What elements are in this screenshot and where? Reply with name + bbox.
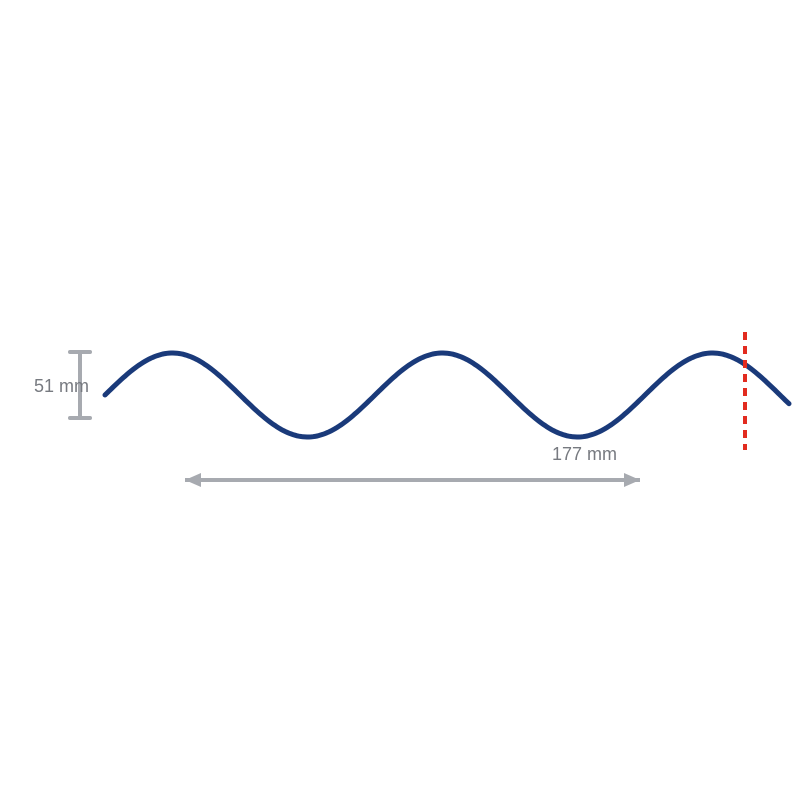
width-indicator: 177 mm bbox=[185, 444, 640, 487]
width-label: 177 mm bbox=[552, 444, 617, 464]
height-indicator: 51 mm bbox=[34, 352, 90, 418]
height-label: 51 mm bbox=[34, 376, 89, 396]
wave-profile bbox=[105, 353, 789, 437]
